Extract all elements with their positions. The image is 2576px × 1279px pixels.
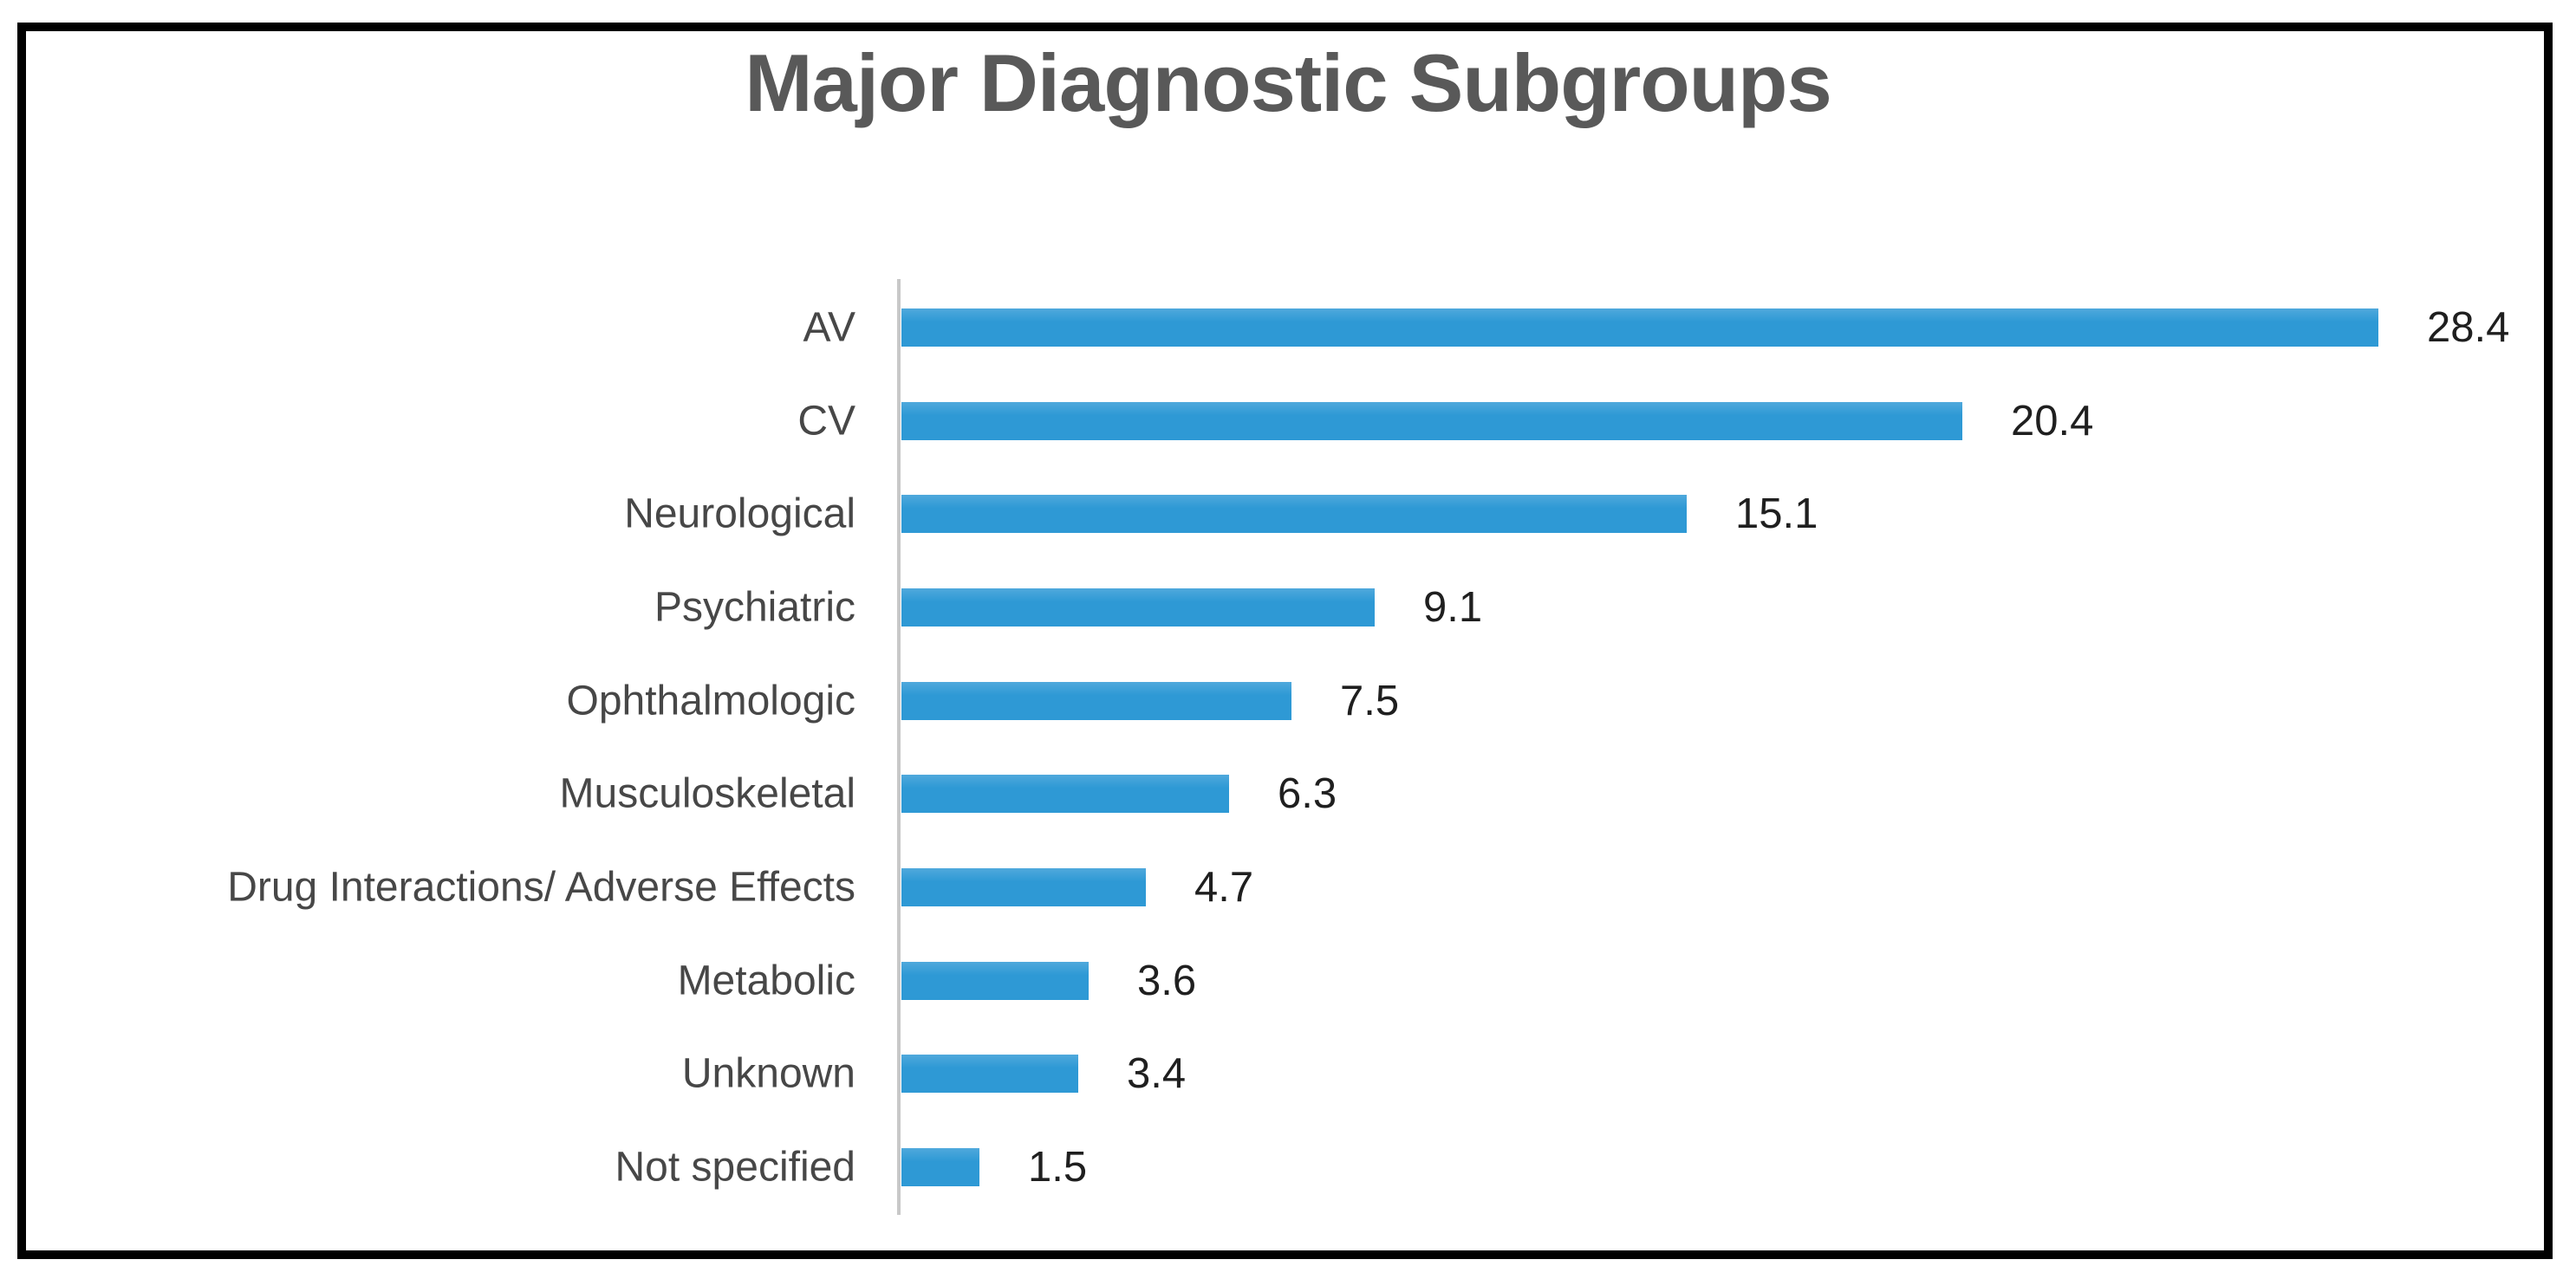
bar-row: Metabolic 3.6 xyxy=(0,934,2576,1028)
value-label: 3.6 xyxy=(1137,957,1197,1004)
chart-title: Major Diagnostic Subgroups xyxy=(745,37,1832,128)
bar xyxy=(901,588,1375,627)
bar xyxy=(901,495,1687,534)
category-label: AV xyxy=(803,304,855,351)
category-label: Drug Interactions/ Adverse Effects xyxy=(227,864,855,911)
category-label: Psychiatric xyxy=(654,584,855,631)
bar xyxy=(901,1148,979,1187)
category-label: Unknown xyxy=(681,1050,855,1097)
category-label: Musculoskeletal xyxy=(559,770,855,817)
bar xyxy=(901,681,1291,720)
bar xyxy=(901,1055,1078,1094)
category-label: Metabolic xyxy=(677,958,855,1004)
category-label: Not specified xyxy=(615,1144,855,1191)
value-label: 28.4 xyxy=(2427,303,2510,351)
bar-row: CV 20.4 xyxy=(0,374,2576,468)
chart-frame-border xyxy=(17,23,2553,1259)
value-label: 9.1 xyxy=(1423,583,1483,631)
bar xyxy=(901,775,1229,814)
value-label: 6.3 xyxy=(1278,770,1337,818)
category-label: Neurological xyxy=(624,490,855,537)
bar xyxy=(901,868,1146,907)
value-label: 1.5 xyxy=(1028,1144,1088,1191)
value-label: 3.4 xyxy=(1127,1050,1187,1098)
bar-row: Musculoskeletal 6.3 xyxy=(0,748,2576,841)
category-axis-line xyxy=(897,279,901,1215)
bar-row: Drug Interactions/ Adverse Effects 4.7 xyxy=(0,841,2576,934)
bar xyxy=(901,308,2378,347)
value-label: 4.7 xyxy=(1194,864,1254,912)
bar-row: Not specified 1.5 xyxy=(0,1120,2576,1214)
value-label: 15.1 xyxy=(1735,490,1818,538)
value-label: 7.5 xyxy=(1340,677,1400,724)
bar-row: AV 28.4 xyxy=(0,281,2576,374)
bar xyxy=(901,961,1089,1000)
bar-row: Ophthalmologic 7.5 xyxy=(0,654,2576,748)
bar-row: Psychiatric 9.1 xyxy=(0,561,2576,654)
bar-row: Neurological 15.1 xyxy=(0,467,2576,561)
category-label: CV xyxy=(797,398,855,445)
category-label: Ophthalmologic xyxy=(566,678,855,724)
bar xyxy=(901,401,1962,440)
bar-row: Unknown 3.4 xyxy=(0,1028,2576,1121)
value-label: 20.4 xyxy=(2011,397,2094,445)
